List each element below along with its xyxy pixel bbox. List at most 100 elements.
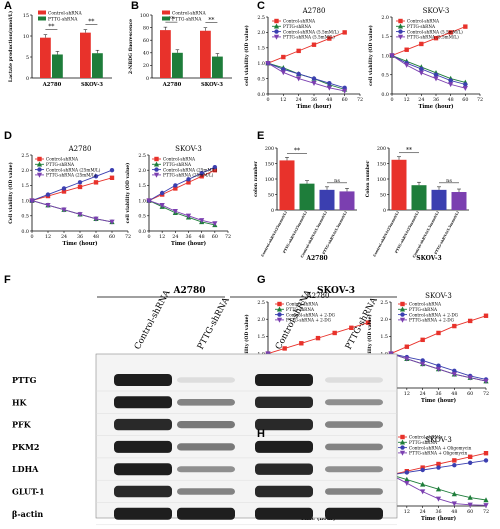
data-point — [483, 458, 489, 463]
x-tick-label: 0 — [147, 234, 150, 240]
significance-label: ** — [208, 17, 214, 24]
y-axis-label: 2-NBDG fluorescence — [128, 19, 134, 74]
legend-label: Control-shRNA + 2-DG — [409, 312, 459, 317]
data-point — [265, 61, 271, 66]
blot-band — [177, 399, 235, 406]
bar — [92, 53, 103, 78]
blot-band — [177, 466, 235, 473]
x-tick-label: 72 — [125, 234, 131, 240]
panel-label-A: A — [4, 0, 12, 12]
blot-band — [325, 377, 383, 383]
line-chart-D: 0.0 0.5 1.0 1.5 2.0 2.5 Cell viability (OD val… — [7, 145, 131, 247]
data-point — [420, 467, 425, 473]
data-point — [435, 486, 442, 492]
legend-marker — [273, 23, 280, 29]
data-point — [299, 341, 304, 346]
panel-label-C: C — [257, 0, 265, 12]
y-tick-label: 2.0 — [380, 317, 388, 323]
data-point — [186, 180, 191, 185]
y-axis-label: Lactate production(nmol/L) — [7, 11, 14, 82]
y-tick-label: 2.5 — [380, 300, 388, 306]
legend-marker — [399, 317, 406, 323]
y-axis-label: Cell viability (OD value) — [7, 162, 14, 223]
data-point — [436, 465, 441, 470]
y-axis-label: colon number — [253, 161, 259, 197]
x-tick-label: 48 — [451, 509, 457, 515]
chart-title: SKOV-3 — [175, 145, 202, 153]
y-tick-label: 1.5 — [138, 183, 146, 189]
y-tick-label: 0.0 — [257, 92, 265, 98]
legend-marker — [276, 306, 283, 312]
data-point — [420, 465, 425, 470]
panel-label-E: E — [257, 130, 264, 142]
panel-label-D: D — [4, 130, 12, 142]
bar — [431, 189, 447, 210]
significance-label: ** — [294, 147, 300, 154]
y-tick-label: 2.5 — [257, 15, 265, 21]
data-point — [483, 451, 489, 456]
data-point — [404, 470, 410, 475]
legend-label: Control-shRNA — [286, 302, 319, 307]
data-point — [296, 76, 302, 82]
blot-lane-label: PTTG-shRNA — [196, 295, 232, 351]
legend-marker — [400, 434, 405, 440]
category-label: A2780 — [42, 82, 62, 88]
data-point — [29, 198, 35, 204]
data-point — [199, 218, 205, 224]
data-point — [448, 78, 453, 83]
data-point — [404, 476, 410, 482]
bar — [52, 54, 63, 78]
significance-label: ns — [446, 178, 452, 184]
x-tick-label: 48 — [451, 391, 457, 397]
legend-marker — [399, 306, 406, 312]
data-point — [436, 461, 441, 467]
blot-row-label: LDHA — [12, 464, 39, 474]
blot-band — [255, 418, 313, 431]
x-tick-label: 24 — [61, 234, 67, 240]
data-point — [389, 53, 395, 59]
blot-column-header: SKOV-3 — [317, 286, 355, 296]
series-line — [391, 55, 466, 85]
y-axis-label: Colon number — [365, 160, 371, 197]
legend-label: PTTG-shRNA — [286, 307, 315, 312]
significance-label: ** — [406, 147, 412, 154]
series-line — [391, 55, 466, 83]
panel-label-H: H — [257, 428, 265, 440]
x-tick-label: 24 — [296, 97, 302, 103]
blot-band — [255, 507, 313, 520]
legend-label: PTTG-shRNA + Oligomycin — [409, 451, 468, 456]
data-point — [435, 366, 442, 372]
legend-marker — [399, 450, 406, 456]
category-label: SKOV-3 — [201, 82, 223, 88]
y-tick-label: 1.5 — [257, 46, 265, 52]
bar — [391, 159, 407, 210]
series-line — [31, 177, 113, 202]
y-tick-label: 1.5 — [380, 334, 388, 340]
data-point — [109, 219, 115, 225]
blot-band — [255, 440, 313, 453]
legend-marker — [277, 312, 282, 317]
significance-label: ns — [334, 178, 340, 184]
data-point — [311, 81, 317, 87]
x-tick-label: 36 — [435, 509, 441, 515]
data-point — [332, 330, 337, 336]
blot-row-label: PFK — [12, 420, 32, 430]
y-tick-label: 2.5 — [257, 300, 265, 306]
legend-marker — [400, 445, 405, 450]
bar — [279, 160, 295, 210]
significance-label: ** — [168, 16, 174, 23]
y-tick-label: 1.5 — [257, 334, 265, 340]
x-tick-label: 12 — [159, 234, 165, 240]
x-tick-label: 12 — [280, 97, 286, 103]
blot-band — [177, 377, 235, 383]
blot-band — [114, 463, 172, 476]
legend-label: Control-shRNA (25mM/L) — [46, 167, 101, 172]
blot-row-label: PKM2 — [12, 442, 39, 452]
data-point — [109, 168, 115, 173]
data-point — [199, 174, 204, 179]
data-point — [451, 491, 457, 497]
data-point — [77, 212, 83, 218]
series-line — [148, 166, 216, 201]
x-tick-label: 60 — [467, 509, 473, 515]
data-point — [93, 216, 99, 222]
